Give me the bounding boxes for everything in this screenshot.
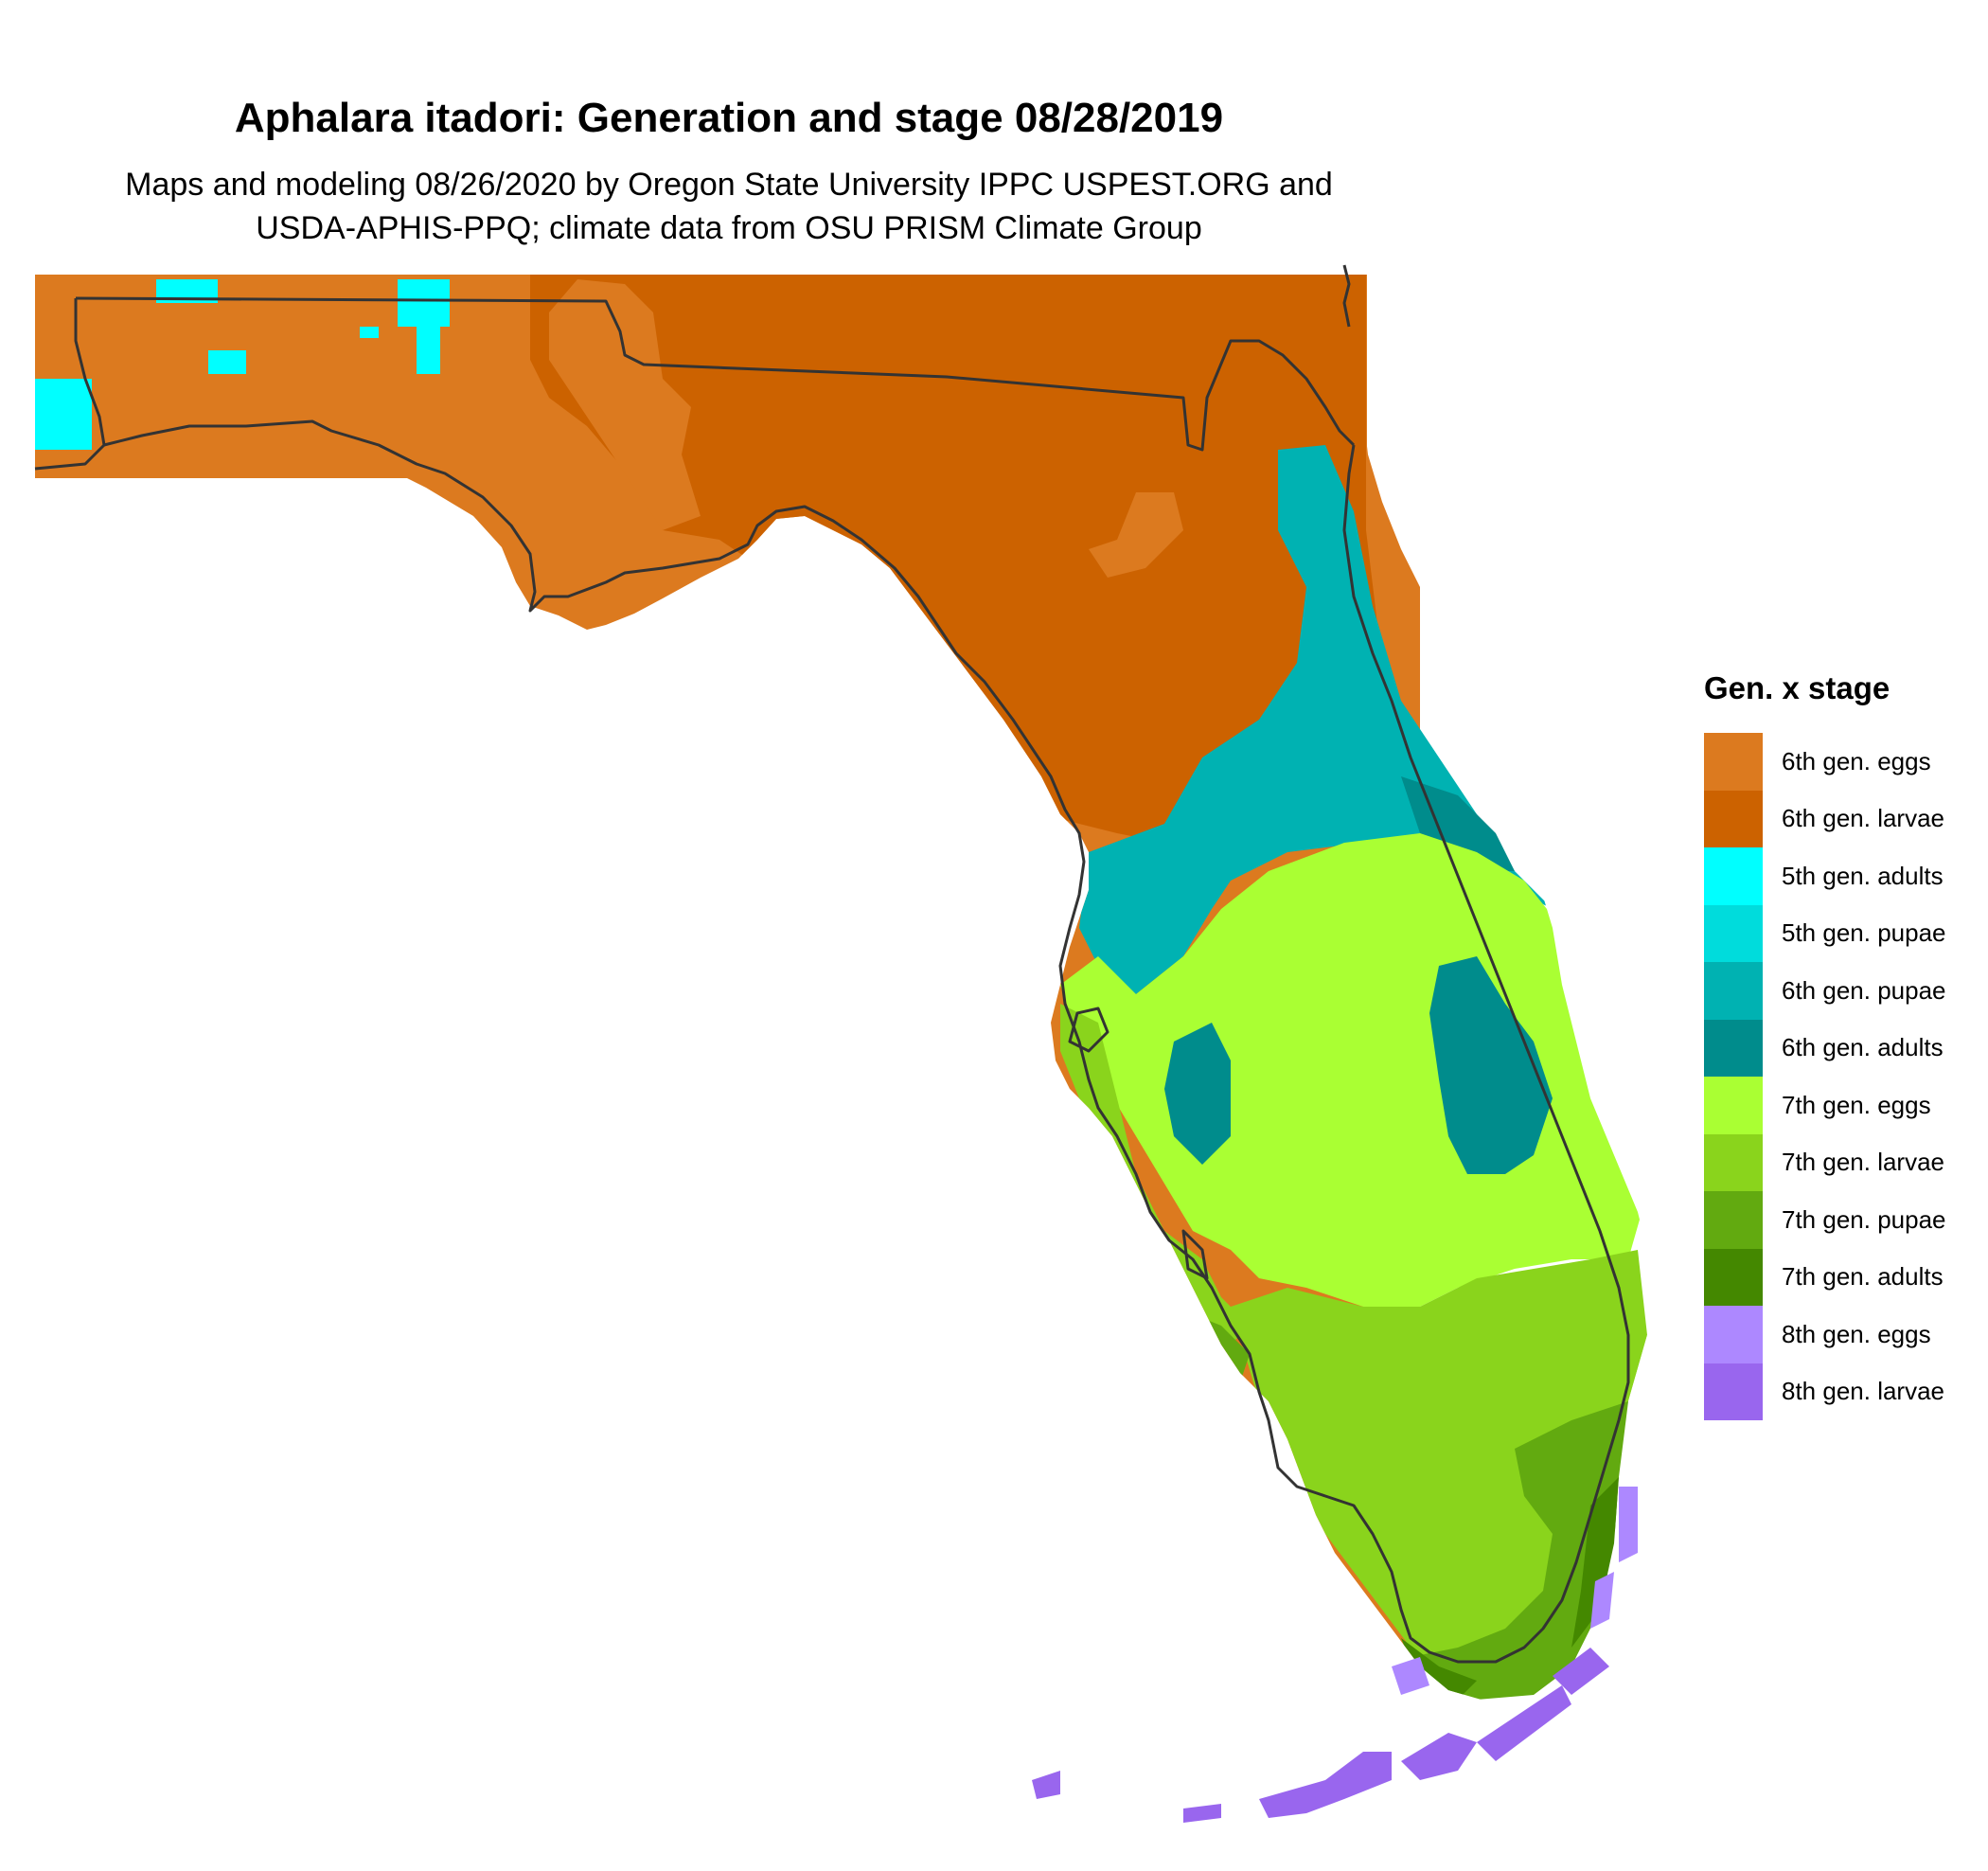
legend-item: 6th gen. pupae <box>1704 962 1946 1020</box>
legend-label: 8th gen. eggs <box>1782 1319 1931 1348</box>
legend-label: 6th gen. larvae <box>1782 804 1945 833</box>
subtitle-line-2: USDA-APHIS-PPQ; climate data from OSU PR… <box>256 210 1202 246</box>
legend-swatch <box>1704 790 1763 847</box>
legend-swatch <box>1704 733 1763 791</box>
legend-label: 7th gen. pupae <box>1782 1204 1946 1234</box>
zone-8th-gen-keys <box>1032 1487 1638 1823</box>
legend-label: 7th gen. eggs <box>1782 1090 1931 1119</box>
generation-raster <box>35 275 1647 1702</box>
zone-6th-gen-adults-central <box>1164 1023 1231 1165</box>
legend-item: 6th gen. adults <box>1704 1019 1946 1077</box>
legend-swatch <box>1704 904 1763 962</box>
zone-7th-gen-adults-se <box>1571 1477 1619 1648</box>
legend-item: 7th gen. eggs <box>1704 1077 1946 1134</box>
map-title: Aphalara itadori: Generation and stage 0… <box>234 95 1224 141</box>
legend-item: 7th gen. adults <box>1704 1248 1946 1306</box>
legend-swatch <box>1704 1306 1763 1363</box>
legend-item: 5th gen. pupae <box>1704 904 1946 962</box>
map-subtitle: Maps and modeling 08/26/2020 by Oregon S… <box>0 163 1458 250</box>
subtitle-line-1: Maps and modeling 08/26/2020 by Oregon S… <box>125 167 1333 203</box>
legend-label: 6th gen. pupae <box>1782 975 1946 1005</box>
zone-6th-gen-larvae <box>530 275 1382 852</box>
legend-swatch <box>1704 847 1763 905</box>
legend-swatch <box>1704 1133 1763 1191</box>
zone-6th-gen-pupae <box>1079 445 1553 994</box>
legend-title: Gen. x stage <box>1704 670 1890 705</box>
legend-swatch <box>1704 1363 1763 1420</box>
legend-swatch <box>1704 1248 1763 1306</box>
zone-7th-gen-eggs <box>1060 833 1647 1307</box>
legend-swatch <box>1704 1077 1763 1134</box>
legend-item: 5th gen. adults <box>1704 847 1946 905</box>
legend-label: 6th gen. adults <box>1782 1033 1944 1062</box>
legend-item: 8th gen. larvae <box>1704 1363 1946 1420</box>
legend-label: 7th gen. larvae <box>1782 1148 1945 1177</box>
zone-7th-gen-larvae-west <box>1060 1004 1250 1345</box>
legend-item: 6th gen. eggs <box>1704 733 1946 791</box>
zone-7th-gen-larvae-south <box>1231 1250 1647 1695</box>
zone-6th-gen-eggs-inland <box>549 279 701 530</box>
legend-label: 7th gen. adults <box>1782 1262 1944 1292</box>
legend-label: 5th gen. pupae <box>1782 918 1946 948</box>
legend-item: 7th gen. pupae <box>1704 1191 1946 1249</box>
state-boundaries <box>34 264 1630 1664</box>
legend-swatch <box>1704 1191 1763 1249</box>
zone-6th-gen-adults-okeechobee <box>1429 956 1553 1174</box>
legend-swatch <box>1704 1019 1763 1077</box>
legend-item: 7th gen. larvae <box>1704 1133 1946 1191</box>
legend-label: 5th gen. adults <box>1782 861 1944 890</box>
legend-item: 8th gen. eggs <box>1704 1306 1946 1363</box>
zone-7th-gen-pupae-se <box>1411 1401 1628 1700</box>
legend-label: 6th gen. eggs <box>1782 746 1931 775</box>
legend: Gen. x stage 6th gen. eggs 6th gen. larv… <box>1704 670 1946 1420</box>
legend-label: 8th gen. larvae <box>1782 1377 1945 1406</box>
legend-item: 6th gen. larvae <box>1704 790 1946 847</box>
zone-6th-gen-eggs-north <box>1089 492 1183 578</box>
zone-6th-gen-adults-ne <box>1401 776 1515 871</box>
legend-swatch <box>1704 962 1763 1020</box>
